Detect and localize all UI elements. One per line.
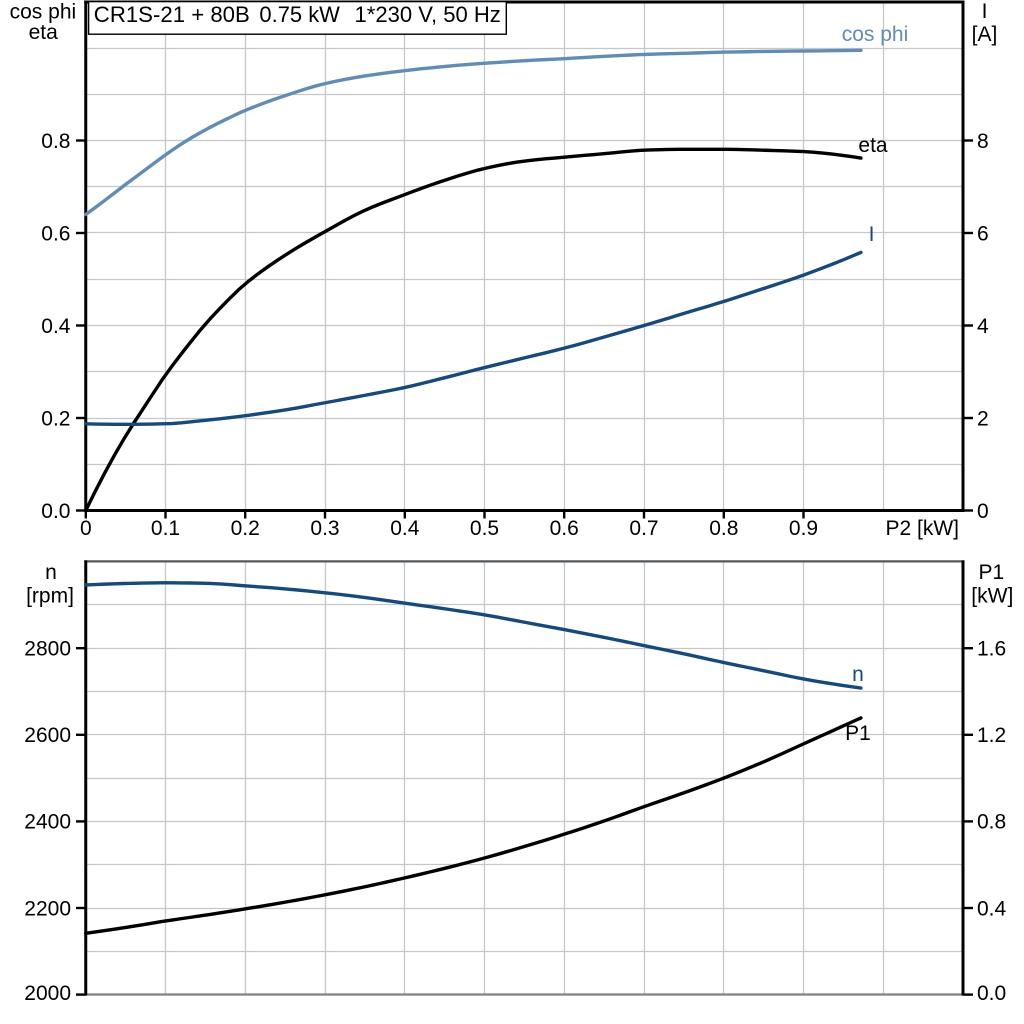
svg-text:n: n [852,663,864,686]
svg-text:2800: 2800 [24,638,71,661]
svg-text:eta: eta [29,21,59,44]
svg-text:6: 6 [977,222,989,245]
svg-text:0.1: 0.1 [151,517,180,540]
svg-text:0.75 kW: 0.75 kW [259,2,340,27]
svg-text:0.8: 0.8 [41,130,70,153]
svg-text:CR1S-21 + 80B: CR1S-21 + 80B [94,2,250,27]
svg-text:4: 4 [977,315,989,338]
svg-text:1*230 V, 50 Hz: 1*230 V, 50 Hz [355,2,501,27]
svg-text:I: I [982,0,988,23]
svg-text:0.7: 0.7 [629,517,658,540]
svg-text:0: 0 [977,500,989,523]
svg-text:0.2: 0.2 [41,407,70,430]
svg-text:[A]: [A] [972,23,998,46]
svg-text:0.8: 0.8 [977,811,1006,834]
svg-text:I: I [869,223,875,246]
svg-text:2000: 2000 [24,982,71,1005]
svg-text:0.4: 0.4 [41,315,71,338]
svg-text:eta: eta [858,134,888,157]
svg-text:0.8: 0.8 [709,517,738,540]
svg-text:0.9: 0.9 [789,517,818,540]
svg-text:cos phi: cos phi [842,23,909,46]
svg-text:2: 2 [977,407,989,430]
svg-text:2400: 2400 [24,811,71,834]
svg-text:8: 8 [977,130,989,153]
svg-text:0.5: 0.5 [470,517,499,540]
svg-text:P1: P1 [845,722,871,745]
svg-text:P1: P1 [978,561,1004,584]
svg-text:cos phi: cos phi [10,0,77,23]
svg-text:0.3: 0.3 [310,517,339,540]
svg-text:[rpm]: [rpm] [26,584,74,607]
svg-text:1.6: 1.6 [977,638,1006,661]
svg-text:0.6: 0.6 [550,517,579,540]
svg-text:0.0: 0.0 [977,982,1006,1005]
svg-text:0.2: 0.2 [231,517,260,540]
svg-text:[kW]: [kW] [971,585,1013,608]
svg-text:0.0: 0.0 [41,500,70,523]
svg-text:0.4: 0.4 [390,517,420,540]
svg-text:2200: 2200 [24,897,71,920]
svg-text:0: 0 [80,517,92,540]
svg-text:P2 [kW]: P2 [kW] [885,517,959,540]
svg-text:2600: 2600 [24,724,71,747]
svg-text:0.6: 0.6 [41,222,70,245]
svg-text:1.2: 1.2 [977,724,1006,747]
svg-text:n: n [45,561,57,584]
svg-text:0.4: 0.4 [977,897,1007,920]
